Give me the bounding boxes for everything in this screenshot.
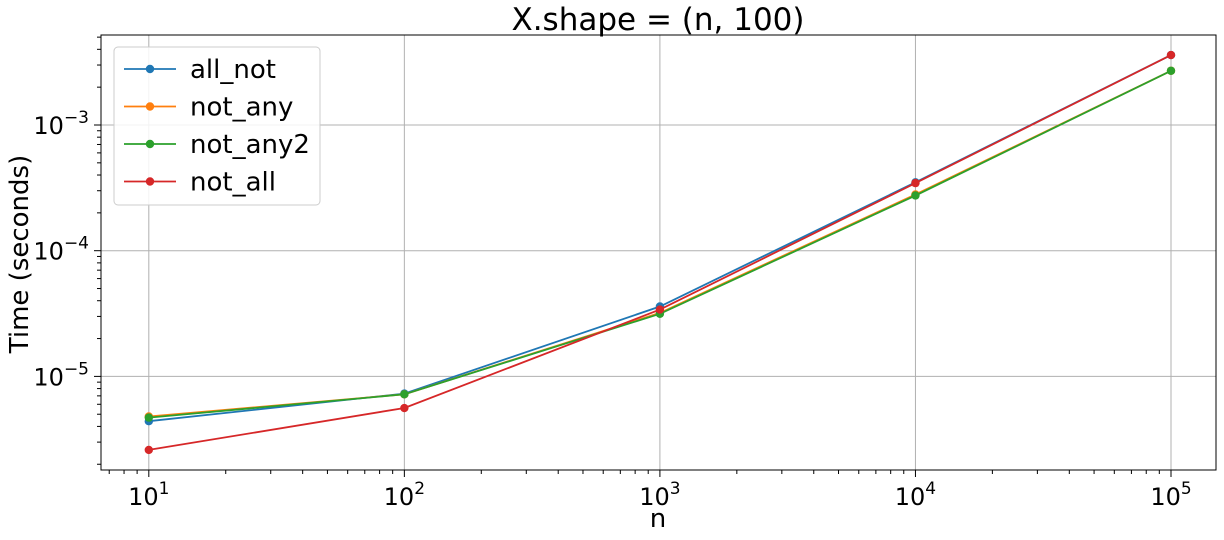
plot-area-frame (100, 34, 1217, 471)
data-point-not_all (1166, 50, 1176, 60)
data-point-not_any2 (911, 191, 920, 200)
data-point-not_all (144, 445, 154, 455)
y-axis-label: Time (seconds) (5, 155, 35, 354)
legend-item-not_any: not_any (124, 93, 293, 123)
chart-title: X.shape = (n, 100) (511, 2, 804, 38)
x-tick-label: 105 (1150, 479, 1191, 511)
legend-label: all_not (190, 55, 276, 85)
x-axis-ticks: 101 102 103 104 105 (128, 470, 1192, 511)
data-point-not_any2 (400, 390, 409, 399)
x-tick-label: 102 (384, 479, 425, 511)
legend: all_not not_any not_any2 not_all (113, 46, 321, 206)
data-point-not_any2 (144, 413, 154, 422)
legend-label: not_any2 (190, 130, 310, 160)
legend-item-all_not: all_not (124, 55, 276, 85)
data-point-not_all (400, 403, 409, 413)
x-tick-label: 101 (128, 479, 169, 511)
legend-marker (145, 64, 155, 74)
legend-item-not_any2: not_any2 (124, 130, 310, 160)
data-point-not_all (655, 305, 665, 314)
legend-label: not_all (190, 168, 276, 198)
legend-label: not_any (190, 93, 293, 123)
x-axis-label: n (650, 504, 666, 534)
series-layer (144, 50, 1176, 455)
legend-marker (145, 139, 155, 149)
legend-item-not_all: not_all (124, 168, 276, 198)
series-not_all (144, 50, 1176, 455)
data-point-not_any2 (1166, 66, 1176, 75)
x-tick-label: 103 (639, 479, 680, 511)
data-point-not_all (911, 178, 920, 188)
x-tick-label: 104 (895, 479, 936, 511)
y-tick-label: 10−3 (33, 108, 89, 140)
minor-ticks (97, 36, 1160, 474)
legend-marker (145, 102, 155, 111)
legend-box (113, 46, 321, 206)
y-tick-label: 10−4 (33, 234, 89, 266)
legend-marker (145, 177, 155, 186)
y-axis-ticks: 10−5 10−4 10−3 (33, 108, 101, 391)
y-tick-label: 10−5 (33, 359, 89, 391)
